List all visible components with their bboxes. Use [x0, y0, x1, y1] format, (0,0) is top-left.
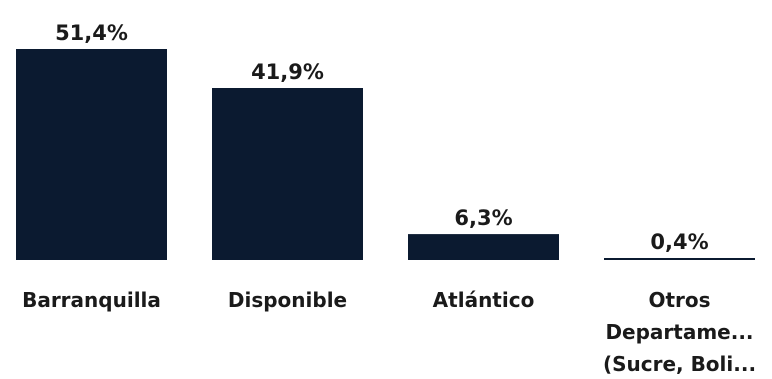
bar-value-label: 0,4%	[650, 230, 708, 254]
category-label: Barranquilla	[22, 288, 161, 312]
bars-group	[16, 49, 755, 260]
bar	[16, 49, 167, 260]
category-label: Otros	[648, 288, 710, 312]
value-labels-group: 51,4% 41,9% 6,3% 0,4%	[55, 21, 709, 254]
bar	[408, 234, 559, 260]
bar	[212, 88, 363, 260]
bar	[604, 258, 755, 260]
category-label: Disponible	[228, 288, 347, 312]
bar-value-label: 6,3%	[454, 206, 512, 230]
category-label: Departame...	[605, 320, 753, 344]
category-labels-group: Barranquilla Disponible Atlántico Otros Depa…	[22, 288, 756, 376]
bar-value-label: 41,9%	[251, 60, 324, 84]
category-label: Atlántico	[433, 288, 535, 312]
category-label: (Sucre, Boli...	[603, 352, 756, 376]
bar-value-label: 51,4%	[55, 21, 128, 45]
